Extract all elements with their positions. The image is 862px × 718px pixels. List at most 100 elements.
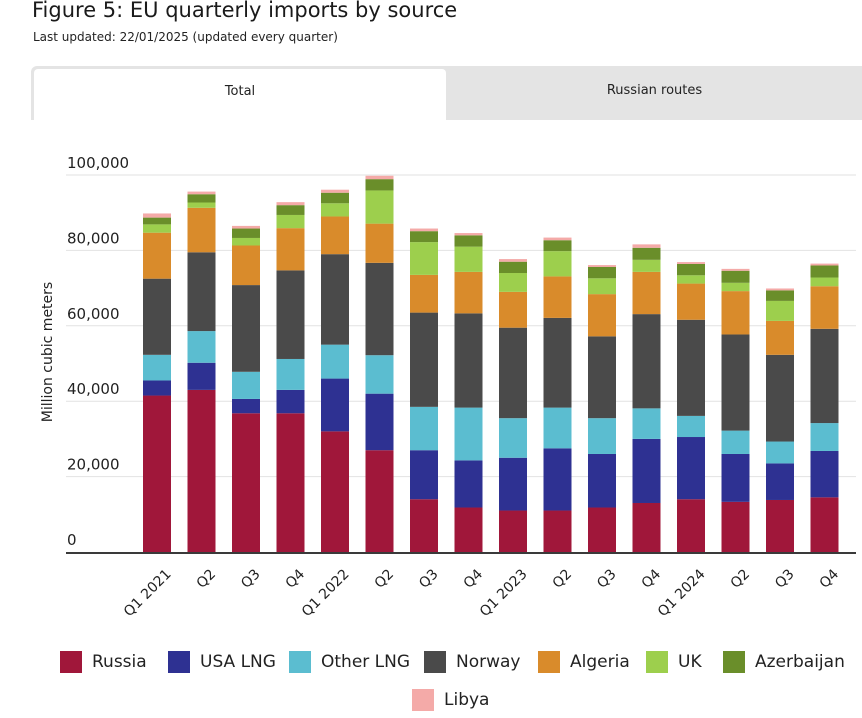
bar-segment-algeria[interactable] (232, 245, 260, 286)
bar-segment-uk[interactable] (321, 203, 349, 217)
bar-segment-libya[interactable] (365, 175, 394, 180)
bar-segment-algeria[interactable] (454, 271, 483, 314)
legend-item-algeria[interactable]: Algeria (538, 650, 630, 674)
bar-segment-uk[interactable] (721, 282, 750, 292)
bar-segment-usa-lng[interactable] (543, 448, 572, 511)
bar-segment-algeria[interactable] (677, 283, 705, 320)
bar-stack[interactable] (454, 233, 483, 552)
bar-segment-russia[interactable] (365, 450, 394, 552)
bar-segment-algeria[interactable] (766, 320, 794, 355)
bar-segment-usa-lng[interactable] (588, 453, 616, 508)
bar-stack[interactable] (187, 191, 216, 552)
bar-segment-libya[interactable] (677, 262, 705, 264)
bar-segment-norway[interactable] (677, 319, 705, 416)
bar-segment-uk[interactable] (410, 242, 438, 275)
bar-segment-other-lng[interactable] (632, 408, 661, 439)
bar-stack[interactable] (232, 225, 260, 552)
bar-segment-algeria[interactable] (321, 216, 349, 255)
bar-segment-azerbaijan[interactable] (810, 265, 839, 278)
bar-segment-algeria[interactable] (276, 228, 305, 271)
bar-segment-russia[interactable] (143, 395, 171, 552)
bar-segment-uk[interactable] (810, 277, 839, 287)
bar-segment-norway[interactable] (187, 252, 216, 332)
bar-segment-uk[interactable] (677, 275, 705, 284)
bar-segment-uk[interactable] (187, 202, 216, 208)
bar-segment-libya[interactable] (543, 237, 572, 241)
bar-segment-russia[interactable] (632, 502, 661, 552)
bar-segment-norway[interactable] (365, 262, 394, 356)
bar-segment-libya[interactable] (588, 265, 616, 267)
bar-segment-usa-lng[interactable] (365, 393, 394, 451)
bar-segment-other-lng[interactable] (365, 355, 394, 394)
bar-segment-usa-lng[interactable] (632, 438, 661, 503)
bar-segment-other-lng[interactable] (543, 407, 572, 449)
bar-segment-azerbaijan[interactable] (543, 240, 572, 252)
bar-segment-russia[interactable] (499, 510, 527, 552)
bar-segment-norway[interactable] (766, 354, 794, 442)
bar-segment-algeria[interactable] (543, 276, 572, 318)
bar-segment-libya[interactable] (143, 213, 171, 218)
bar-segment-libya[interactable] (632, 244, 661, 248)
bar-segment-usa-lng[interactable] (766, 463, 794, 500)
bar-segment-uk[interactable] (766, 300, 794, 321)
bar-segment-russia[interactable] (677, 499, 705, 552)
bar-segment-azerbaijan[interactable] (143, 217, 171, 225)
legend-item-other-lng[interactable]: Other LNG (289, 650, 410, 674)
bar-segment-russia[interactable] (588, 507, 616, 552)
bar-segment-algeria[interactable] (410, 274, 438, 313)
bar-segment-other-lng[interactable] (499, 418, 527, 458)
bar-segment-other-lng[interactable] (187, 331, 216, 363)
bar-segment-usa-lng[interactable] (187, 362, 216, 390)
tab-total[interactable]: Total (34, 69, 446, 123)
bar-segment-azerbaijan[interactable] (365, 179, 394, 191)
bar-segment-other-lng[interactable] (677, 415, 705, 438)
bar-segment-norway[interactable] (588, 336, 616, 419)
bar-segment-usa-lng[interactable] (454, 460, 483, 508)
bar-stack[interactable] (677, 262, 705, 552)
bar-segment-usa-lng[interactable] (721, 453, 750, 502)
bar-segment-russia[interactable] (543, 510, 572, 552)
bar-stack[interactable] (410, 228, 438, 552)
bar-segment-uk[interactable] (543, 251, 572, 277)
legend-item-azerbaijan[interactable]: Azerbaijan (723, 650, 845, 674)
bar-segment-norway[interactable] (543, 317, 572, 408)
bar-segment-norway[interactable] (810, 328, 839, 424)
bar-segment-libya[interactable] (276, 202, 305, 206)
bar-segment-russia[interactable] (187, 389, 216, 552)
bar-segment-libya[interactable] (499, 259, 527, 262)
bar-segment-libya[interactable] (766, 288, 794, 291)
bar-stack[interactable] (721, 268, 750, 552)
bar-segment-uk[interactable] (365, 190, 394, 224)
bar-segment-norway[interactable] (276, 270, 305, 359)
bar-segment-other-lng[interactable] (232, 371, 260, 399)
bar-segment-uk[interactable] (632, 259, 661, 272)
bar-segment-uk[interactable] (588, 278, 616, 295)
bar-segment-azerbaijan[interactable] (588, 266, 616, 279)
bar-stack[interactable] (143, 213, 171, 552)
bar-segment-uk[interactable] (276, 214, 305, 229)
bar-segment-usa-lng[interactable] (232, 398, 260, 414)
bar-segment-other-lng[interactable] (410, 406, 438, 451)
bar-segment-algeria[interactable] (143, 232, 171, 279)
bar-stack[interactable] (766, 288, 794, 552)
bar-segment-norway[interactable] (454, 313, 483, 408)
bar-segment-azerbaijan[interactable] (454, 235, 483, 247)
bar-segment-other-lng[interactable] (588, 418, 616, 454)
bar-segment-uk[interactable] (499, 273, 527, 292)
bar-segment-azerbaijan[interactable] (721, 270, 750, 283)
bar-segment-algeria[interactable] (588, 294, 616, 337)
bar-segment-algeria[interactable] (365, 223, 394, 263)
bar-stack[interactable] (810, 263, 839, 552)
bar-stack[interactable] (588, 265, 616, 552)
bar-segment-other-lng[interactable] (143, 354, 171, 381)
bar-stack[interactable] (276, 202, 305, 552)
bar-segment-usa-lng[interactable] (810, 450, 839, 498)
bar-segment-russia[interactable] (276, 413, 305, 552)
bar-segment-libya[interactable] (232, 225, 260, 229)
bar-segment-other-lng[interactable] (276, 358, 305, 390)
bar-segment-norway[interactable] (232, 285, 260, 372)
bar-segment-azerbaijan[interactable] (499, 261, 527, 274)
legend-item-usa-lng[interactable]: USA LNG (168, 650, 276, 674)
bar-segment-russia[interactable] (766, 499, 794, 552)
bar-segment-other-lng[interactable] (454, 407, 483, 461)
